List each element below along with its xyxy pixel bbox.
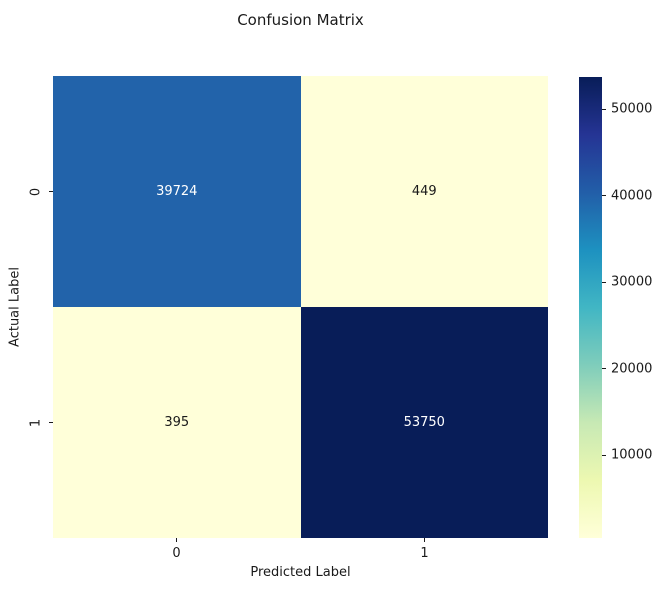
chart-title: Confusion Matrix [237, 11, 364, 29]
colorbar-tick-mark [602, 281, 606, 283]
colorbar-tick-label: 50000 [611, 101, 653, 117]
x-axis-label: Predicted Label [250, 565, 351, 580]
y-tick-label-0: 0 [28, 187, 44, 196]
heatmap-cell-actual1-pred0: 395 [53, 307, 301, 538]
colorbar: 10000 20000 30000 40000 50000 [579, 77, 652, 538]
colorbar-tick-label: 20000 [611, 361, 653, 377]
y-tick-label-1: 1 [28, 418, 44, 427]
colorbar-ticks: 10000 20000 30000 40000 50000 [579, 77, 652, 538]
colorbar-tick-label: 30000 [611, 274, 653, 290]
y-tick-mark-1 [49, 422, 53, 423]
heatmap-cell-actual0-pred1: 449 [300, 76, 548, 307]
colorbar-gradient [579, 77, 602, 538]
heatmap-cell-actual0-pred0: 39724 [53, 76, 301, 307]
y-axis-label: Actual Label [7, 267, 23, 347]
heatmap-cell-actual1-pred1: 53750 [300, 307, 548, 538]
heatmap: 39724 449 395 53750 [53, 76, 548, 538]
colorbar-tick-mark [602, 195, 606, 197]
colorbar-tick-label: 10000 [611, 447, 653, 463]
x-tick-label-0: 0 [172, 546, 181, 561]
y-tick-mark-0 [49, 191, 53, 192]
x-tick-label-1: 1 [420, 546, 429, 561]
colorbar-tick-mark [602, 108, 606, 110]
colorbar-tick-mark [602, 368, 606, 370]
x-tick-mark-0 [176, 538, 177, 542]
colorbar-tick-label: 40000 [611, 188, 653, 204]
colorbar-tick-mark [602, 454, 606, 456]
x-tick-mark-1 [424, 538, 425, 542]
